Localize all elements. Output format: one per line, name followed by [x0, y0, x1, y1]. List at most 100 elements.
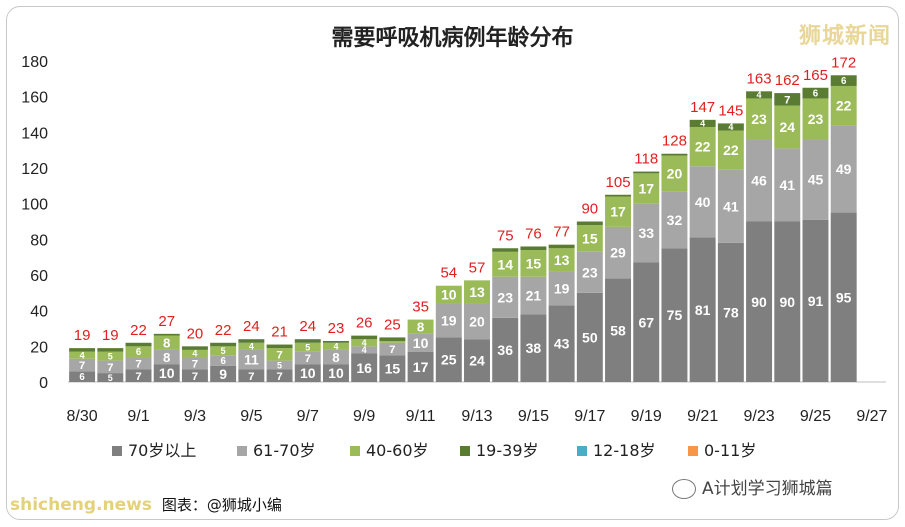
segment-value-label: 16	[356, 360, 372, 376]
bar-segment	[689, 126, 716, 167]
x-tick-label: 9/17	[574, 408, 605, 425]
bar-segment	[492, 248, 519, 252]
segment-value-label: 23	[582, 264, 598, 280]
segment-value-label: 41	[723, 198, 739, 214]
x-tick-label: 9/5	[240, 408, 262, 425]
bar-segment	[605, 278, 632, 382]
x-tick-label: 9/27	[856, 408, 887, 425]
bar-segment	[633, 262, 660, 382]
bar-segment	[125, 342, 152, 347]
bar-segment	[746, 91, 773, 99]
segment-value-label: 8	[163, 336, 170, 351]
x-tick-label: 9/3	[184, 408, 206, 425]
segment-value-label: 19	[441, 313, 457, 329]
legend-label: 61-70岁	[253, 441, 316, 460]
segment-value-label: 7	[248, 371, 254, 383]
bar-segment	[294, 351, 321, 365]
segment-value-label: 67	[638, 314, 654, 330]
segment-value-label: 32	[667, 212, 683, 228]
wechat-icon	[672, 479, 696, 499]
bar-segment	[717, 123, 744, 131]
bar-segment	[69, 348, 96, 352]
bar-segment	[689, 237, 716, 382]
x-tick-label: 8/30	[67, 408, 98, 425]
bar-segment	[294, 342, 321, 352]
segment-value-label: 22	[695, 139, 711, 155]
segment-value-label: 7	[389, 344, 395, 356]
bar-segment	[69, 351, 96, 359]
bar-segment	[69, 371, 96, 382]
bar-segment	[492, 276, 519, 318]
bar-segment	[351, 353, 378, 382]
bar-segment	[210, 342, 237, 347]
legend-swatch	[688, 446, 698, 456]
total-value-label: 22	[130, 322, 147, 339]
bar-segment	[464, 280, 490, 304]
total-value-label: 77	[553, 224, 570, 241]
segment-value-label: 6	[220, 356, 226, 367]
bar-segment	[774, 221, 801, 382]
segment-value-label: 10	[441, 287, 457, 303]
total-value-label: 118	[634, 151, 658, 168]
segment-value-label: 5	[108, 373, 113, 383]
segment-value-label: 7	[305, 353, 311, 365]
bar-segment	[830, 75, 857, 86]
segment-value-label: 4	[728, 122, 733, 132]
bar-segment	[802, 87, 829, 99]
segment-value-label: 7	[135, 371, 141, 383]
segment-value-label: 7	[192, 358, 198, 370]
bar-segment	[746, 221, 773, 382]
y-tick-label: 100	[21, 197, 48, 214]
bar-segment	[266, 369, 293, 382]
bar-segment	[322, 349, 349, 365]
segment-value-label: 9	[219, 366, 227, 382]
segment-value-label: 4	[700, 119, 705, 129]
segment-value-label: 23	[751, 111, 767, 127]
bar-segment	[605, 194, 632, 197]
segment-value-label: 5	[277, 360, 282, 370]
bar-segment	[464, 339, 490, 382]
bar-segment	[661, 248, 688, 382]
total-value-label: 54	[440, 265, 457, 282]
bar-segment	[435, 303, 462, 338]
total-value-label: 90	[581, 201, 598, 218]
total-value-label: 147	[690, 99, 715, 116]
bar-segment	[435, 285, 462, 304]
bar-segment	[153, 335, 180, 350]
bar-segment	[153, 333, 180, 336]
bar-segment	[181, 346, 208, 350]
segment-value-label: 5	[305, 342, 310, 352]
bar-segment	[322, 342, 349, 350]
bar-segment	[125, 346, 152, 358]
segment-value-label: 23	[808, 111, 824, 127]
segment-value-label: 19	[554, 280, 570, 296]
segment-value-label: 90	[751, 294, 767, 310]
bar-segment	[238, 342, 265, 350]
chart-title: 需要呼吸机病例年龄分布	[331, 26, 574, 51]
total-value-label: 76	[525, 225, 542, 242]
x-tick-label: 9/1	[127, 408, 149, 425]
segment-value-label: 13	[554, 252, 570, 268]
segment-value-label: 4	[757, 90, 762, 100]
bar-segment	[492, 251, 519, 277]
segment-value-label: 5	[221, 346, 226, 356]
segment-value-label: 43	[554, 336, 570, 352]
segment-value-label: 7	[276, 349, 282, 361]
segment-value-label: 50	[582, 329, 598, 345]
bar-segment	[294, 339, 321, 343]
x-tick-label: 9/19	[631, 408, 662, 425]
y-tick-label: 80	[30, 232, 48, 249]
bar-segment	[633, 203, 660, 263]
bar-segment	[605, 226, 632, 279]
bar-segment	[717, 242, 744, 382]
segment-value-label: 7	[107, 362, 113, 374]
y-tick-label: 0	[39, 375, 48, 392]
bar-segment	[407, 333, 434, 352]
bar-segment	[294, 364, 321, 382]
bar-segment	[548, 305, 575, 382]
segment-value-label: 13	[469, 284, 485, 300]
legend-label: 19-39岁	[476, 441, 539, 460]
segment-value-label: 90	[779, 294, 795, 310]
bar-segment	[830, 125, 857, 213]
bar-segment	[661, 155, 688, 192]
